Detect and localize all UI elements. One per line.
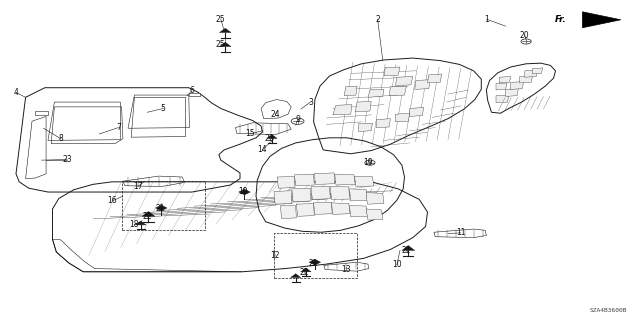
- Text: 9: 9: [295, 115, 300, 124]
- Polygon shape: [366, 193, 384, 204]
- Text: 8: 8: [58, 134, 63, 143]
- Polygon shape: [506, 89, 518, 96]
- Polygon shape: [396, 113, 410, 122]
- Text: 6: 6: [189, 86, 195, 95]
- Text: 18: 18: [130, 220, 139, 229]
- Polygon shape: [294, 174, 314, 186]
- Polygon shape: [410, 108, 424, 116]
- Polygon shape: [384, 67, 400, 76]
- Bar: [189, 93, 200, 96]
- Polygon shape: [136, 221, 146, 225]
- Text: 11: 11: [456, 228, 465, 237]
- Text: 16: 16: [107, 197, 117, 205]
- Text: 21: 21: [309, 259, 318, 268]
- Polygon shape: [239, 189, 250, 195]
- Polygon shape: [366, 209, 383, 220]
- Text: 24: 24: [270, 110, 280, 119]
- Polygon shape: [344, 86, 357, 96]
- Polygon shape: [532, 68, 543, 74]
- Polygon shape: [335, 174, 355, 185]
- Polygon shape: [368, 89, 384, 97]
- Polygon shape: [520, 76, 532, 83]
- Polygon shape: [220, 42, 231, 47]
- Text: 10: 10: [392, 260, 402, 269]
- Polygon shape: [428, 74, 442, 83]
- Text: 22: 22: [402, 246, 411, 255]
- Polygon shape: [396, 77, 413, 85]
- Text: 22: 22: [300, 268, 308, 277]
- Text: 22: 22: [264, 134, 273, 143]
- Text: 20: 20: [520, 31, 530, 40]
- Text: 12: 12: [271, 251, 280, 260]
- Polygon shape: [349, 205, 367, 217]
- Polygon shape: [358, 123, 372, 131]
- Text: 25: 25: [216, 15, 226, 24]
- Polygon shape: [292, 188, 311, 202]
- Polygon shape: [311, 186, 330, 199]
- Text: 2: 2: [375, 15, 380, 24]
- Polygon shape: [314, 173, 335, 184]
- Bar: [274, 233, 357, 278]
- Polygon shape: [333, 105, 352, 115]
- Polygon shape: [301, 268, 311, 272]
- Polygon shape: [582, 12, 621, 28]
- Text: 1: 1: [484, 15, 489, 24]
- Polygon shape: [296, 204, 314, 216]
- Polygon shape: [156, 205, 167, 211]
- Text: SZA4B3600B: SZA4B3600B: [589, 308, 627, 313]
- Polygon shape: [274, 191, 292, 204]
- Polygon shape: [267, 135, 277, 138]
- Text: 13: 13: [340, 265, 351, 274]
- Text: 3: 3: [308, 98, 313, 107]
- Text: 22: 22: [143, 212, 152, 221]
- Polygon shape: [499, 77, 511, 83]
- Polygon shape: [496, 83, 507, 90]
- Text: 5: 5: [161, 104, 166, 113]
- Polygon shape: [314, 202, 332, 214]
- Text: 7: 7: [116, 123, 121, 132]
- Polygon shape: [280, 205, 296, 219]
- Text: 25: 25: [216, 40, 226, 49]
- Polygon shape: [220, 28, 231, 33]
- Bar: [122, 181, 205, 230]
- Polygon shape: [355, 101, 371, 112]
- Text: 21: 21: [156, 204, 164, 213]
- Polygon shape: [349, 189, 367, 201]
- Polygon shape: [332, 203, 350, 214]
- Polygon shape: [402, 246, 415, 250]
- Text: 23: 23: [62, 155, 72, 164]
- Bar: [35, 111, 48, 115]
- Polygon shape: [496, 95, 509, 103]
- Polygon shape: [389, 86, 406, 96]
- Text: 17: 17: [132, 182, 143, 191]
- Polygon shape: [291, 274, 301, 278]
- Text: 19: 19: [363, 158, 373, 167]
- Polygon shape: [415, 80, 430, 89]
- Polygon shape: [330, 187, 349, 199]
- Polygon shape: [511, 82, 524, 89]
- Polygon shape: [309, 259, 321, 265]
- Polygon shape: [277, 176, 295, 188]
- Text: Fr.: Fr.: [555, 15, 566, 24]
- Text: 19: 19: [238, 187, 248, 196]
- Text: 4: 4: [13, 88, 19, 97]
- Text: 14: 14: [257, 145, 268, 154]
- Text: 15: 15: [244, 130, 255, 138]
- Polygon shape: [355, 176, 374, 187]
- Polygon shape: [376, 119, 390, 128]
- Polygon shape: [525, 70, 538, 77]
- Polygon shape: [142, 211, 155, 216]
